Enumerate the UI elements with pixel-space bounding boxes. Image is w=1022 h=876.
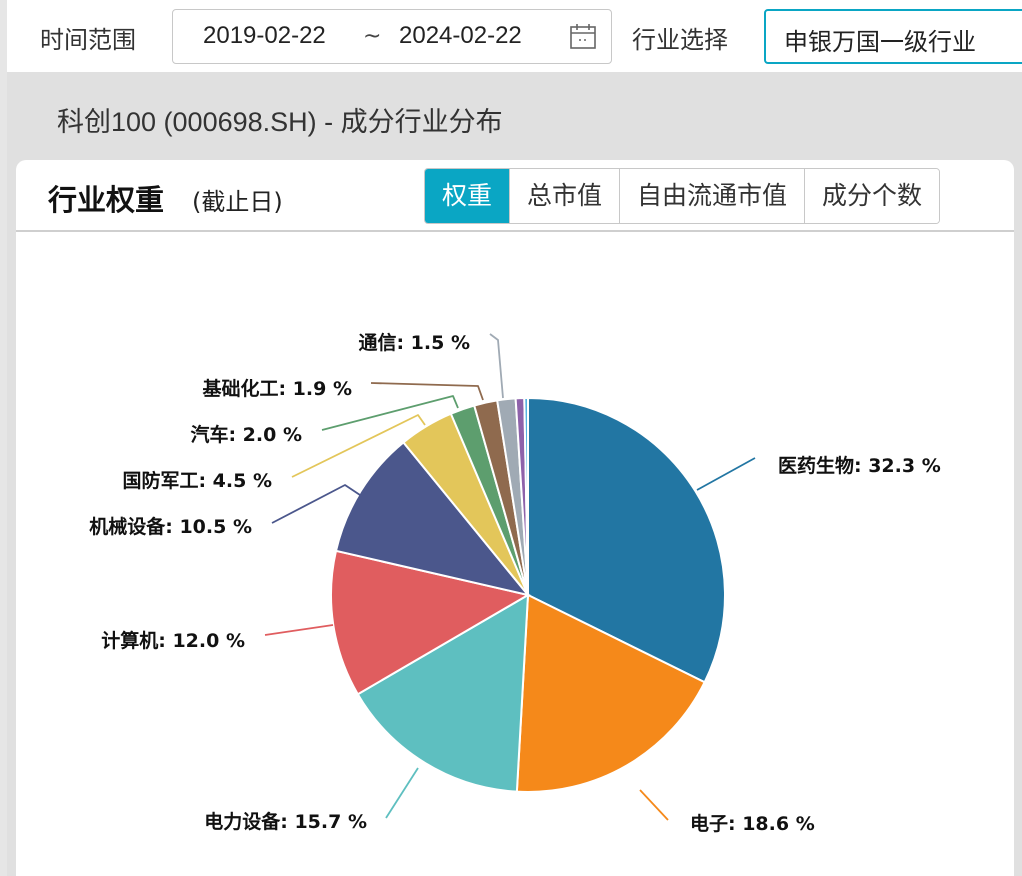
pie-slice[interactable]	[515, 593, 706, 793]
leader-line	[696, 457, 756, 491]
card-title-sub: (截止日)	[192, 188, 283, 216]
leader-line	[291, 414, 426, 478]
leader-line	[385, 767, 419, 819]
leader-line	[271, 484, 361, 524]
pie-slice[interactable]	[523, 396, 529, 596]
industry-select-label: 行业选择	[632, 26, 728, 54]
industry-select-value: 申银万国一级行业	[784, 28, 976, 56]
slice-label: 电力设备: 15.7 %	[204, 810, 367, 833]
metric-tabs: 权重 总市值 自由流通市值 成分个数	[424, 168, 941, 224]
date-range-picker[interactable]: 2019-02-22 ~ 2024-02-22	[172, 9, 612, 64]
calendar-icon[interactable]	[569, 22, 597, 50]
page-edge	[0, 0, 7, 876]
slice-labels: 医药生物: 32.3 % 电子: 18.6 % 电力设备: 15.7 % 计算机: 1…	[89, 331, 941, 835]
page-subtitle: 科创100 (000698.SH) - 成分行业分布	[57, 107, 503, 137]
slice-label: 机械设备: 10.5 %	[89, 515, 252, 538]
date-separator: ~	[363, 24, 382, 49]
slice-label: 汽车: 2.0 %	[190, 423, 302, 446]
pie-slice[interactable]	[356, 593, 530, 793]
tab-free-float-market-cap[interactable]: 自由流通市值	[619, 169, 805, 223]
tab-total-market-cap[interactable]: 总市值	[509, 169, 620, 223]
card-header: 行业权重 (截止日) 权重 总市值 自由流通市值 成分个数	[16, 160, 1014, 232]
slice-label: 计算机: 12.0 %	[101, 629, 245, 652]
card-title: 行业权重	[48, 183, 165, 217]
slice-label: 基础化工: 1.9 %	[201, 377, 352, 400]
pie-slice[interactable]	[334, 441, 531, 597]
tab-weight[interactable]: 权重	[425, 169, 510, 223]
pie-slice[interactable]	[330, 549, 531, 696]
leader-line	[321, 395, 459, 431]
leader-line	[489, 333, 504, 399]
leader-line	[264, 624, 334, 636]
filter-bar: 时间范围 2019-02-22 ~ 2024-02-22 行业选择 申银万国一级…	[7, 0, 1022, 72]
end-date[interactable]: 2024-02-22	[399, 22, 522, 49]
slice-label: 通信: 1.5 %	[358, 331, 470, 354]
slice-label: 国防军工: 4.5 %	[122, 469, 272, 492]
time-range-label: 时间范围	[40, 26, 136, 54]
tab-constituent-count[interactable]: 成分个数	[804, 169, 940, 223]
slice-label: 电子: 18.6 %	[690, 812, 815, 835]
leader-line	[639, 789, 669, 821]
pie-slices	[330, 396, 726, 793]
leader-lines	[264, 333, 756, 821]
industry-select[interactable]: 申银万国一级行业	[764, 9, 1022, 64]
pie-slice[interactable]	[527, 396, 726, 684]
slice-label: 医药生物: 32.3 %	[778, 454, 941, 477]
start-date[interactable]: 2019-02-22	[203, 22, 326, 49]
leader-line	[370, 382, 484, 401]
